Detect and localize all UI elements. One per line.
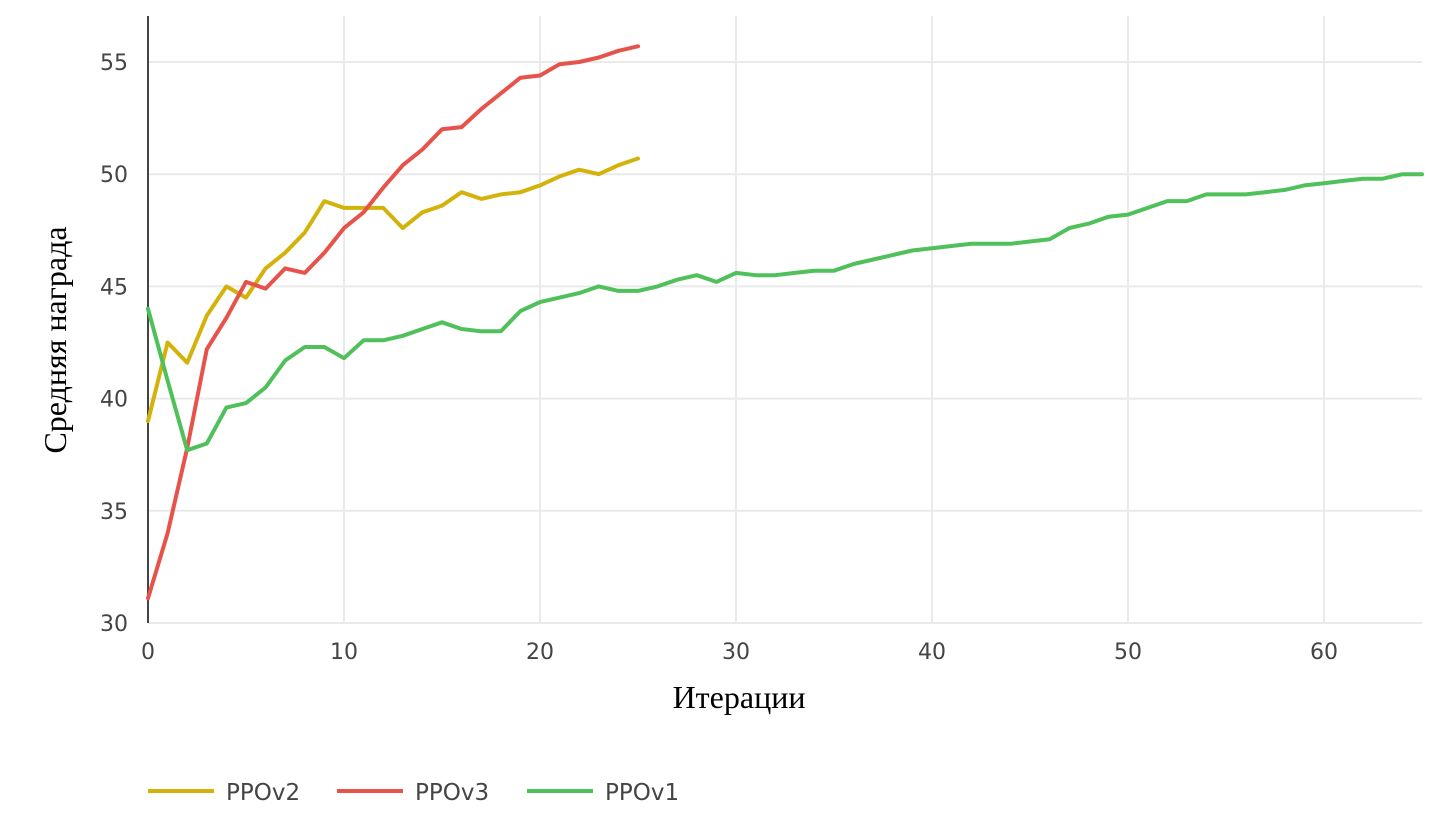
grid-lines [148, 16, 1422, 623]
x-tick-label: 10 [330, 640, 358, 665]
x-tick-label: 50 [1114, 640, 1142, 665]
y-tick-label: 35 [100, 500, 128, 525]
x-tick-label: 0 [141, 640, 155, 665]
legend-item-ppov2: PPOv2 [148, 780, 300, 806]
x-tick-label: 30 [722, 640, 750, 665]
y-tick-label: 50 [100, 163, 128, 188]
legend-item-ppov3: PPOv3 [337, 780, 489, 806]
series-line-ppov1 [148, 174, 1422, 450]
legend-item-ppov1: PPOv1 [527, 780, 679, 806]
x-tick-labels: 0 10 20 30 40 50 60 [141, 640, 1338, 665]
y-tick-label: 40 [100, 388, 128, 413]
y-tick-label: 30 [100, 612, 128, 637]
x-tick-label: 40 [918, 640, 946, 665]
legend-label: PPOv3 [415, 780, 489, 806]
x-tick-label: 60 [1310, 640, 1338, 665]
series-line-ppov2 [148, 159, 638, 422]
y-tick-label: 45 [100, 275, 128, 300]
y-tick-labels: 30 35 40 45 50 55 [100, 51, 128, 637]
legend-label: PPOv2 [226, 780, 300, 806]
y-axis-title: Средняя награда [37, 226, 73, 453]
x-tick-label: 20 [526, 640, 554, 665]
y-tick-label: 55 [100, 51, 128, 76]
legend-label: PPOv1 [605, 780, 679, 806]
legend: PPOv2 PPOv3 PPOv1 [148, 780, 679, 806]
series-line-ppov3 [148, 46, 638, 598]
series-lines [148, 46, 1422, 598]
x-axis-title: Итерации [673, 679, 806, 715]
